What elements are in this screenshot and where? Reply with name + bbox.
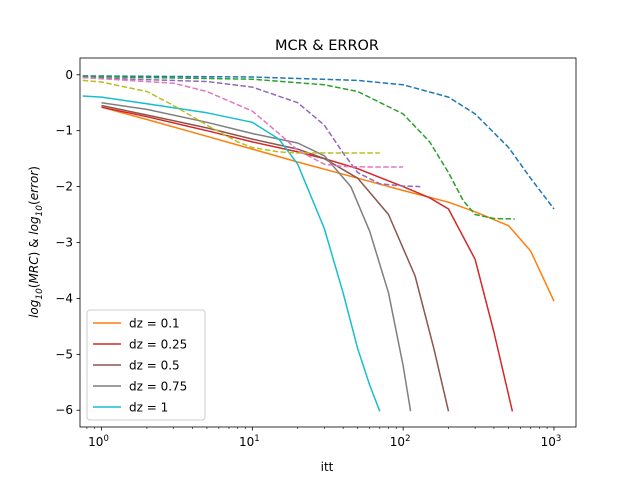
x-axis-label: itt [321,460,334,474]
y-tick-label: −2 [55,180,73,194]
series-line-6 [82,75,515,220]
legend-label: dz = 0.75 [129,380,187,394]
legend-label: dz = 0.5 [129,359,180,373]
legend-label: dz = 1 [129,401,168,415]
x-tick-label: 101 [239,434,260,449]
y-tick-label: −6 [55,403,73,417]
axes: 0 −1 −2 −3 −4 −5 −6 100 101 102 103 [55,57,577,449]
chart-title: MCR & ERROR [275,38,379,54]
y-axis-label-text: log10(MRC) & log10(error) [27,166,45,318]
x-tick-label: 103 [541,434,562,449]
series-line-9 [82,79,380,154]
legend-label: dz = 0.25 [129,338,187,352]
plot-lines [82,75,555,412]
y-tick-label: −3 [55,236,73,250]
series-line-7 [82,76,421,188]
legend-box [86,309,206,421]
series-line-8 [82,76,404,168]
legend-label: dz = 0.1 [129,317,180,331]
series-line-2 [101,104,450,412]
x-tick-label: 100 [88,434,109,449]
y-axis-label: log10(MRC) & log10(error) [27,166,45,318]
series-line-3 [101,101,412,412]
legend: dz = 0.1 dz = 0.25 dz = 0.5 dz = 0.75 dz = 1 [86,309,206,421]
y-tick-label: −5 [55,347,73,361]
series-line-4 [82,95,381,412]
y-tick-label: −1 [55,124,73,138]
series-line-5 [82,75,555,210]
series-line-1 [101,106,514,412]
x-tick-label: 102 [390,434,411,449]
y-tick-label: −4 [55,291,73,305]
y-tick-label: 0 [65,68,73,82]
